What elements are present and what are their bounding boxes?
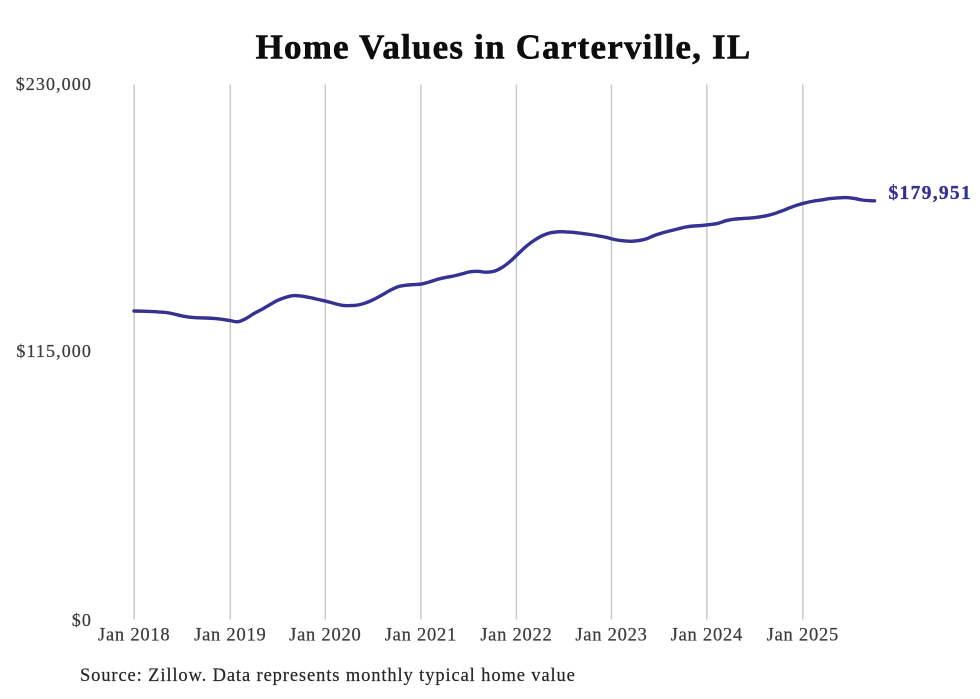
- svg-text:Jan 2024: Jan 2024: [671, 626, 743, 646]
- svg-text:$179,951: $179,951: [889, 183, 973, 204]
- svg-text:Home Values in Carterville, IL: Home Values in Carterville, IL: [256, 28, 752, 67]
- svg-text:Jan 2020: Jan 2020: [289, 626, 361, 646]
- svg-text:Jan 2019: Jan 2019: [194, 626, 266, 646]
- svg-text:Jan 2023: Jan 2023: [575, 626, 647, 646]
- svg-text:Source: Zillow. Data represent: Source: Zillow. Data represents monthly …: [80, 666, 576, 686]
- svg-text:Jan 2018: Jan 2018: [98, 626, 170, 646]
- svg-text:Jan 2021: Jan 2021: [385, 626, 457, 646]
- svg-text:Jan 2025: Jan 2025: [767, 626, 839, 646]
- svg-text:$0: $0: [72, 610, 92, 630]
- svg-text:$230,000: $230,000: [16, 74, 92, 94]
- svg-text:$115,000: $115,000: [16, 341, 92, 361]
- svg-text:Jan 2022: Jan 2022: [480, 626, 552, 646]
